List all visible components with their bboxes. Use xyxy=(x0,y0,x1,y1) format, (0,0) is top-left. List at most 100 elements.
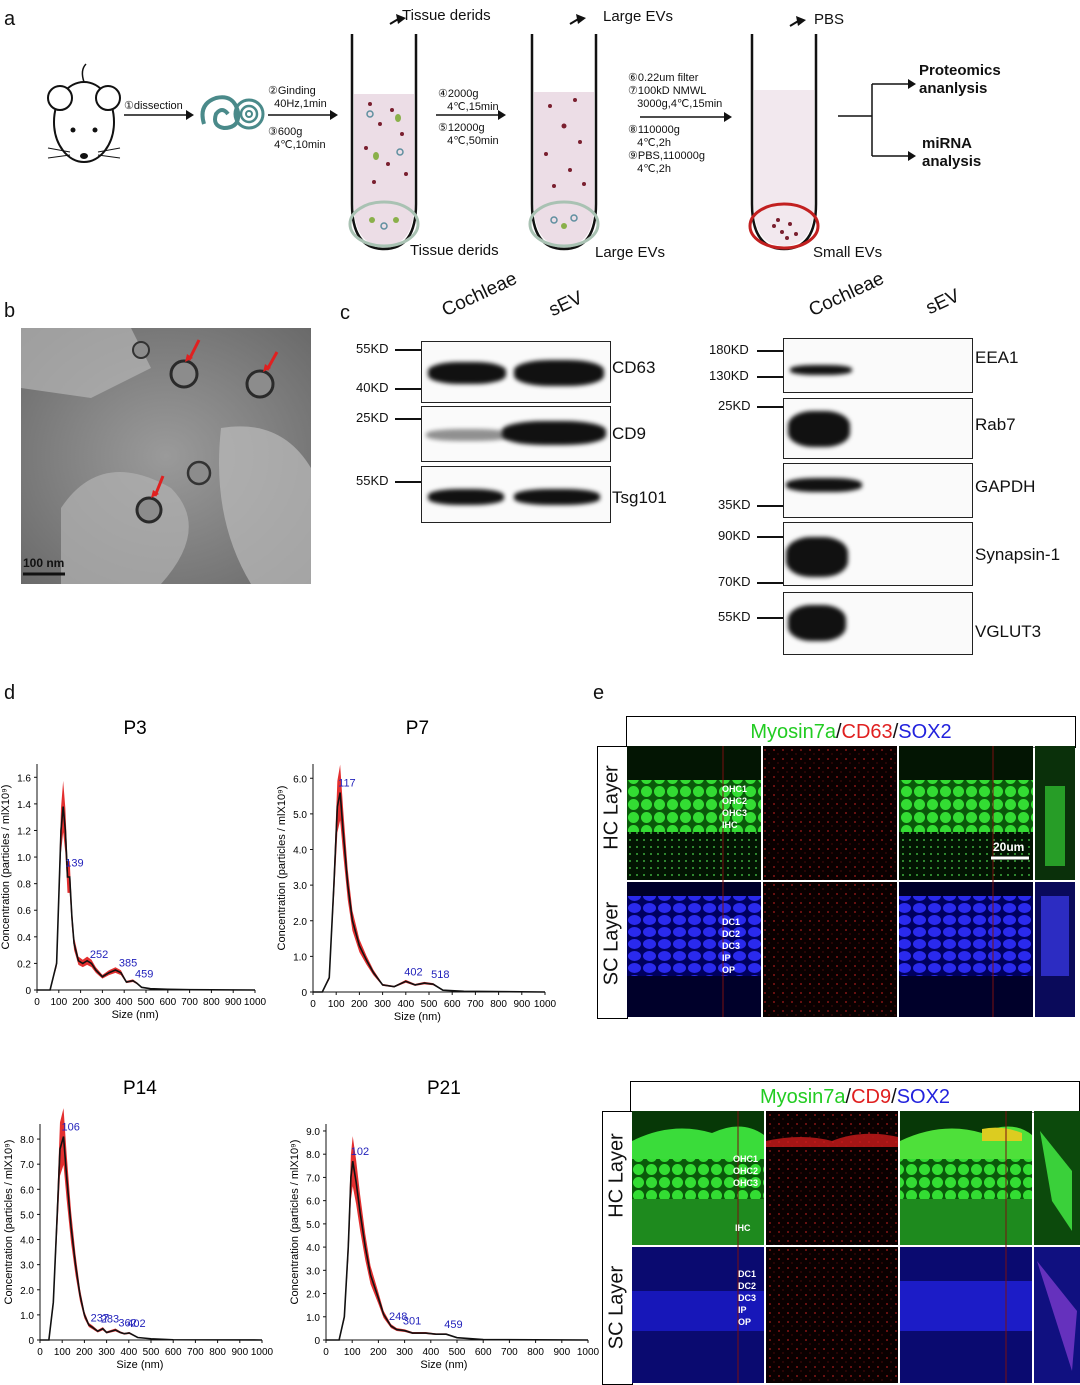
x-tick-label: 300 xyxy=(94,997,111,1008)
band-cochleae xyxy=(428,362,506,384)
peak-label: 385 xyxy=(119,958,137,970)
x-tick-label: 900 xyxy=(553,1347,570,1358)
x-tick-label: 500 xyxy=(449,1347,466,1358)
y-tick-label: 5.0 xyxy=(20,1210,34,1221)
peak-label: 459 xyxy=(135,968,153,980)
peak-label: 518 xyxy=(431,969,449,981)
x-tick-label: 500 xyxy=(138,997,155,1008)
lane-label-cochleae-right: Cochleae xyxy=(805,268,888,322)
x-tick-label: 300 xyxy=(396,1347,413,1358)
mw-marker: 55KD xyxy=(356,341,389,356)
blot-tsg101 xyxy=(421,466,611,523)
step-centrifuge-12000g: ⑤12000g 4℃,50min xyxy=(438,122,499,147)
arrow-icon xyxy=(640,112,732,122)
y-tick-label: 4.0 xyxy=(293,846,307,857)
x-tick-label: 200 xyxy=(76,1347,93,1358)
y-tick-label: 4.0 xyxy=(306,1243,320,1254)
x-tick-label: 400 xyxy=(422,1347,439,1358)
x-tick-label: 100 xyxy=(54,1347,71,1358)
protein-label: CD63 xyxy=(612,358,656,377)
band-cochleae xyxy=(790,365,852,375)
nta-chart-p21: P21 0 1.0 2.0 3.0 4.0 5.0 6.0 7.0 8.0 9.0 0 100 200 30… xyxy=(289,1078,600,1371)
series-line xyxy=(37,806,256,991)
band-cochleae xyxy=(428,489,504,505)
series-line xyxy=(326,1161,589,1341)
x-tick-label: 0 xyxy=(310,999,316,1010)
error-band xyxy=(326,1136,588,1340)
peak-label: 283 xyxy=(101,1314,119,1326)
x-tick-label: 600 xyxy=(165,1347,182,1358)
mirna-label: miRNA analysis xyxy=(922,135,982,170)
x-tick-label: 800 xyxy=(209,1347,226,1358)
tube-3 xyxy=(748,16,820,251)
hc-cell-labels: OHC1 OHC2 OHC3 xyxy=(733,1154,759,1188)
arrow-icon xyxy=(124,110,194,120)
peak-label: 362 xyxy=(118,1317,136,1329)
ihc-label: IHC xyxy=(735,1223,751,1233)
nta-chart-p7: P7 0 1.0 2.0 3.0 4.0 5.0 6.0 0 100 200 300 400 500 600… xyxy=(276,718,557,1023)
y-tick-label: 0.6 xyxy=(17,906,31,917)
nta-charts: P3 0 0.2 0.4 0.6 0.8 1.0 1.2 1.4 1.6 0 100 200 300 400… xyxy=(0,718,600,1371)
y-tick-label: 2.0 xyxy=(293,917,307,928)
y-tick-label: 0 xyxy=(301,988,307,999)
protein-label: Rab7 xyxy=(975,415,1016,434)
error-band xyxy=(40,1108,262,1340)
x-axis-label: Size (nm) xyxy=(116,1359,163,1371)
blot-cd63 xyxy=(421,341,611,403)
x-tick-label: 200 xyxy=(351,999,368,1010)
x-tick-label: 100 xyxy=(50,997,67,1008)
mw-marker: 35KD xyxy=(718,497,751,512)
step-ultracentrifuge: ⑧110000g 4℃,2h ⑨PBS,110000g 4℃,2h xyxy=(628,124,705,175)
x-axis-label: Size (nm) xyxy=(394,1011,441,1023)
y-tick-label: 8.0 xyxy=(306,1150,320,1161)
blot-gapdh xyxy=(783,463,973,518)
x-tick-label: 300 xyxy=(98,1347,115,1358)
hc-cell-labels: OHC1 OHC2 OHC3 IHC xyxy=(722,784,748,830)
x-tick-label: 200 xyxy=(370,1347,387,1358)
y-tick-label: 7.0 xyxy=(20,1160,34,1171)
y-tick-label: 3.0 xyxy=(293,881,307,892)
panel-label-e: e xyxy=(593,682,605,704)
tube3-top-label: PBS xyxy=(814,11,845,28)
x-tick-label: 900 xyxy=(225,997,242,1008)
x-tick-label: 1000 xyxy=(251,1347,274,1358)
y-axis-label: Concentration (particles / mlX10⁹) xyxy=(276,786,288,951)
y-tick-label: 9.0 xyxy=(306,1127,320,1138)
tube-2 xyxy=(528,14,600,251)
sc-layer-label: SC Layer xyxy=(605,1265,628,1350)
x-tick-label: 800 xyxy=(527,1347,544,1358)
x-tick-label: 1000 xyxy=(244,997,267,1008)
y-axis-label: Concentration (particles / mlX10⁹) xyxy=(0,785,12,950)
branch-arrow-icon xyxy=(838,79,916,161)
confocal1-title: Myosin7a/CD63/SOX2 xyxy=(626,716,1076,748)
tem-image xyxy=(21,328,311,584)
tube1-bottom-label: Tissue derids xyxy=(410,242,499,259)
y-tick-label: 4.0 xyxy=(20,1236,34,1247)
y-tick-label: 1.6 xyxy=(17,773,31,784)
blot-rab7 xyxy=(783,398,973,459)
x-tick-label: 200 xyxy=(72,997,89,1008)
chart-title: P3 xyxy=(123,718,146,739)
x-tick-label: 600 xyxy=(444,999,461,1010)
panel-label-c: c xyxy=(340,302,350,324)
x-tick-label: 800 xyxy=(203,997,220,1008)
panel-label-b: b xyxy=(4,300,16,322)
x-tick-label: 900 xyxy=(231,1347,248,1358)
protein-label: Tsg101 xyxy=(612,488,667,507)
protein-label: CD9 xyxy=(612,424,647,443)
band-cochleae xyxy=(788,605,846,641)
lane-label-cochleae-left: Cochleae xyxy=(438,268,521,322)
series-line xyxy=(313,792,546,993)
confocal1-image xyxy=(627,746,1075,1017)
y-axis-label: Concentration (particles / mlX10⁹) xyxy=(289,1140,301,1305)
y-tick-label: 6.0 xyxy=(306,1197,320,1208)
y-tick-label: 6.0 xyxy=(20,1185,34,1196)
mw-marker: 55KD xyxy=(718,609,751,624)
blot-eea1 xyxy=(783,338,973,393)
x-tick-label: 600 xyxy=(475,1347,492,1358)
y-tick-label: 5.0 xyxy=(293,810,307,821)
peak-label: 402 xyxy=(404,966,422,978)
sc-cell-labels: DC1 DC2 DC3 IP OP xyxy=(722,917,741,975)
y-tick-label: 1.0 xyxy=(293,952,307,963)
y-tick-label: 7.0 xyxy=(306,1173,320,1184)
